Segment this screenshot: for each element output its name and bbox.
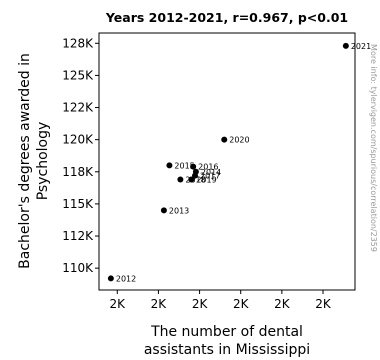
point-label: 2016	[198, 163, 218, 172]
y-axis-label-line2: Psychology	[35, 122, 51, 201]
x-tick-label: 2K	[110, 297, 127, 311]
y-tick-label: 120K	[62, 133, 94, 147]
y-tick-label: 122K	[62, 101, 94, 115]
data-point	[192, 172, 198, 179]
x-tick-label: 2K	[233, 297, 250, 311]
x-tick-label: 2K	[274, 297, 291, 311]
x-tick-label: 2K	[192, 297, 209, 311]
watermark: More info: tylervigen.com/spurious/corre…	[369, 44, 378, 252]
data-point	[160, 207, 167, 214]
data-point	[190, 163, 197, 170]
y-axis-label-line1: Bachelor's degrees awarded in	[17, 53, 33, 269]
y-tick-label: 118K	[62, 165, 94, 179]
data-point	[188, 176, 195, 183]
data-point	[221, 136, 228, 143]
point-label: 2012	[116, 274, 136, 283]
data-point	[177, 176, 184, 183]
data-point	[342, 42, 349, 49]
data-point	[107, 275, 114, 282]
point-label: 2013	[169, 206, 189, 215]
x-axis: 2K 2K 2K 2K 2K 2K	[110, 290, 332, 311]
y-tick-label: 115K	[62, 197, 94, 211]
point-label: 2021	[351, 42, 371, 51]
y-tick-label: 110K	[62, 261, 94, 275]
point-label: 2018	[185, 175, 205, 184]
x-axis-label-line1: The number of dental	[150, 324, 303, 340]
point-label: 2014	[201, 168, 221, 177]
point-label: 2015	[174, 161, 194, 170]
y-axis: 110K 112K 115K 118K 120K 122K 125K 128K	[62, 36, 99, 275]
y-tick-label: 112K	[62, 229, 94, 243]
point-label: 2020	[229, 136, 249, 145]
plot-area	[98, 32, 356, 291]
x-axis-label-line2: assistants in Mississippi	[144, 342, 310, 358]
y-tick-label: 125K	[62, 68, 94, 82]
x-tick-label: 2K	[315, 297, 332, 311]
x-tick-label: 2K	[151, 297, 168, 311]
y-tick-label: 128K	[62, 36, 94, 50]
point-label: 2019	[196, 175, 216, 184]
chart-title: Years 2012-2021, r=0.967, p<0.01	[105, 10, 348, 25]
point-label: 2017	[200, 172, 220, 181]
data-point	[166, 162, 173, 169]
